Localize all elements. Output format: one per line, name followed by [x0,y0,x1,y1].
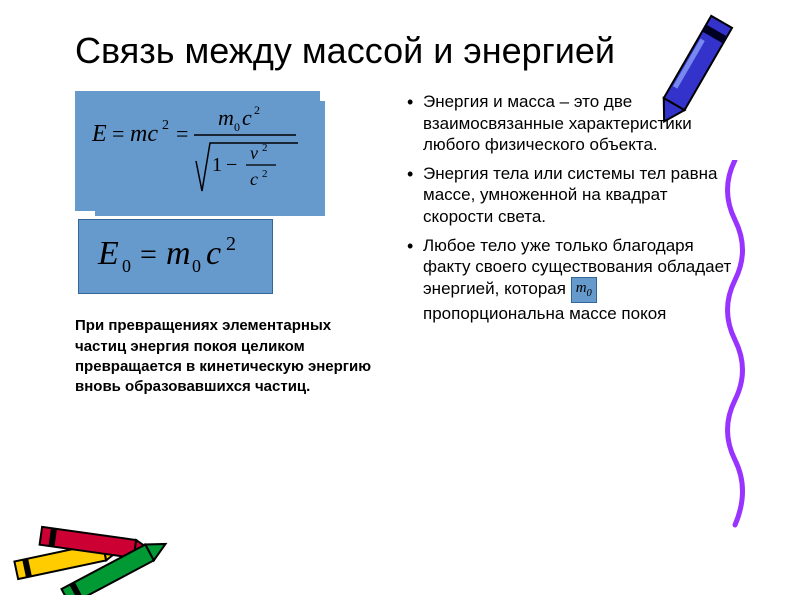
svg-text:=: = [112,121,124,146]
bullet-item: Энергия и масса – это две взаимосвязанны… [405,91,740,155]
svg-text:m: m [218,105,234,130]
left-column: E = mc 2 = m 0 c 2 [75,91,375,397]
svg-text:0: 0 [192,256,201,276]
svg-text:2: 2 [262,142,268,154]
right-column: Энергия и масса – это две взаимосвязанны… [405,91,740,397]
svg-text:=: = [140,238,157,271]
svg-text:0: 0 [234,120,240,134]
svg-text:mc: mc [130,121,158,147]
relativistic-energy-formula: E = mc 2 = m 0 c 2 [75,91,320,211]
svg-text:0: 0 [122,256,131,276]
svg-text:c: c [250,169,258,189]
svg-text:m: m [166,235,191,272]
content-row: E = mc 2 = m 0 c 2 [75,91,740,397]
formula-svg-2: E 0 = m 0 c 2 [94,230,259,278]
svg-text:E: E [97,235,119,272]
elementary-particles-note: При превращениях элементарных частиц эне… [75,316,375,397]
bullet-list: Энергия и масса – это две взаимосвязанны… [405,91,740,323]
bullet-text-3b: пропорциональна массе покоя [423,304,666,323]
squiggle-icon [715,160,755,530]
svg-text:−: − [226,154,237,176]
m0-inline-symbol: m0 [571,277,597,302]
svg-text:E: E [91,121,107,147]
slide-title: Связь между массой и энергией [75,30,740,71]
formula-svg-1: E = mc 2 = m 0 c 2 [90,101,305,201]
svg-text:c: c [242,105,252,130]
svg-text:1: 1 [212,154,222,176]
svg-text:2: 2 [162,118,169,133]
svg-text:2: 2 [226,233,236,255]
bullet-item: Любое тело уже только благодаря факту св… [405,235,740,324]
rest-energy-formula: E 0 = m 0 c 2 [78,219,273,294]
svg-text:=: = [176,121,188,146]
svg-text:v: v [250,143,258,163]
bullet-item: Энергия тела или системы тел равна массе… [405,163,740,227]
svg-text:2: 2 [254,103,260,117]
svg-text:c: c [206,235,221,272]
svg-text:2: 2 [262,168,268,180]
